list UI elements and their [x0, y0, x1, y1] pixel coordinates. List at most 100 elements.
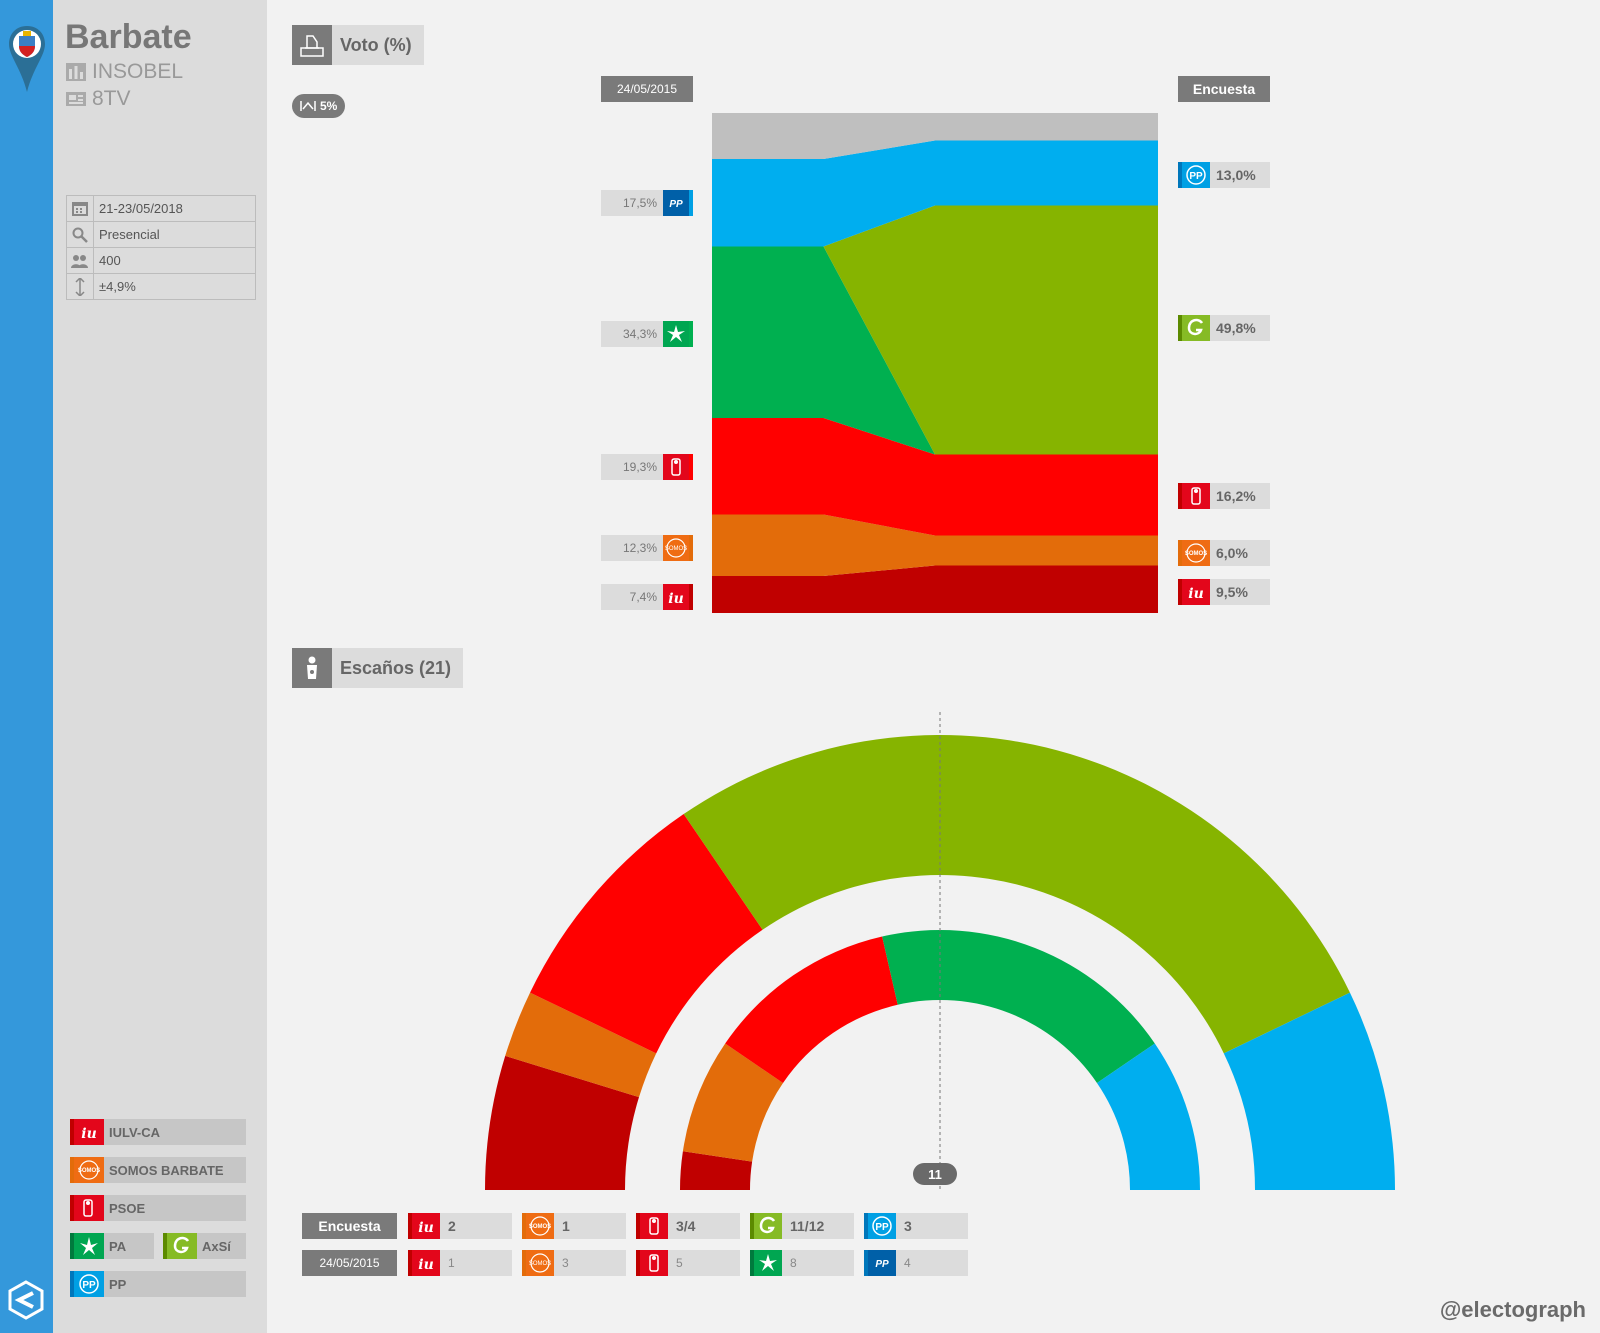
- seat-cell-iu: iu 2: [408, 1213, 512, 1239]
- svg-text:PP: PP: [82, 1280, 96, 1291]
- left-value-pa: 34,3%: [622, 327, 657, 341]
- right-value-pp: 13,0%: [1216, 167, 1256, 183]
- seat-cell-pa: 8: [750, 1250, 854, 1276]
- legend-label: PA: [109, 1238, 127, 1254]
- vote-section-header: Voto (%): [292, 25, 424, 65]
- svg-text:iu: iu: [418, 1257, 434, 1273]
- seat-cell-somos: SOMOS 3: [522, 1250, 626, 1276]
- legend-label: IULV-CA: [109, 1124, 161, 1140]
- meta-method-value: Presencial: [99, 227, 160, 242]
- people-icon: [71, 254, 88, 268]
- legend-item-psoe: PSOE: [70, 1195, 246, 1221]
- seat-value: 4: [904, 1256, 911, 1270]
- pa-logo-icon: [663, 321, 693, 347]
- psoe-logo-icon: [70, 1195, 104, 1221]
- seat-value: 3/4: [676, 1218, 696, 1234]
- iu-logo-icon: iu: [70, 1119, 104, 1145]
- somos-logo-icon: SOMOS: [663, 535, 693, 561]
- sidebar: [53, 0, 267, 1333]
- vote-stacked-area-chart: [712, 113, 1158, 613]
- iu-logo-icon: iu: [1178, 579, 1210, 605]
- somos-logo-icon: SOMOS: [1178, 540, 1210, 566]
- left-label-pp: 17,5% PP: [601, 190, 693, 216]
- left-label-iu: 7,4% iu: [601, 584, 693, 610]
- area-band-axsí: [712, 205, 1158, 455]
- pollster-line: INSOBEL: [66, 60, 183, 84]
- right-value-axsi: 49,8%: [1216, 320, 1256, 336]
- meta-method: Presencial: [67, 222, 255, 248]
- meta-dates: 21-23/05/2018: [67, 196, 255, 222]
- seat-value: 8: [790, 1256, 797, 1270]
- svg-text:iu: iu: [668, 591, 684, 607]
- seats-section-header: Escaños (21): [292, 648, 464, 688]
- threshold-badge: 5%: [292, 94, 346, 118]
- pp-logo-icon: PP: [1178, 162, 1210, 188]
- svg-text:SOMOS: SOMOS: [78, 1168, 100, 1174]
- svg-text:SOMOS: SOMOS: [665, 546, 687, 552]
- svg-text:PP: PP: [669, 199, 683, 210]
- seat-cell-pp: PP 4: [864, 1250, 968, 1276]
- seat-value: 1: [448, 1256, 455, 1270]
- seats-section-title: Escaños (21): [340, 657, 452, 678]
- pollster-icon: [66, 63, 86, 81]
- city-title: Barbate: [65, 18, 192, 56]
- right-label-psoe: 16,2%: [1178, 483, 1270, 509]
- somos-logo-icon: SOMOS: [70, 1157, 104, 1183]
- pp-logo-icon: PP: [663, 190, 693, 216]
- newspaper-icon: [66, 92, 86, 106]
- seats-row-encuesta-label: Encuesta: [302, 1213, 397, 1239]
- seat-value: 1: [562, 1218, 570, 1234]
- legend-label: PSOE: [109, 1200, 146, 1216]
- legend-item-iu: iu IULV-CA: [70, 1119, 246, 1145]
- area-band-pa: [712, 246, 1158, 455]
- seat-value: 3: [562, 1256, 569, 1270]
- pp-logo-icon: PP: [864, 1250, 896, 1276]
- right-survey-badge: Encuesta: [1178, 76, 1270, 102]
- right-label-somos: SOMOS 6,0%: [1178, 540, 1270, 566]
- ballot-box-icon: [300, 35, 324, 57]
- svg-text:PP: PP: [1189, 171, 1203, 182]
- legend-item-pp: PP PP: [70, 1271, 246, 1297]
- somos-logo-icon: SOMOS: [522, 1213, 554, 1239]
- search-icon: [72, 227, 88, 243]
- right-label-axsi: 49,8%: [1178, 315, 1270, 341]
- outer-seat-arc-pp: [1223, 992, 1395, 1190]
- calendar-icon: [72, 201, 88, 216]
- svg-text:PP: PP: [875, 1222, 889, 1233]
- threshold-icon: [300, 101, 316, 111]
- seat-cell-iu: iu 1: [408, 1250, 512, 1276]
- left-date-badge: 24/05/2015: [601, 76, 693, 102]
- left-label-pa: 34,3%: [601, 321, 693, 347]
- area-band-others: [712, 113, 1158, 159]
- meta-sample: 400: [67, 248, 255, 274]
- location-pin-icon: [9, 26, 45, 92]
- seat-cell-pp: PP 3: [864, 1213, 968, 1239]
- meta-dates-value: 21-23/05/2018: [99, 201, 183, 216]
- area-band-psoe: [712, 418, 1158, 536]
- legend-label: PP: [109, 1276, 127, 1292]
- electograph-logo-icon: [8, 1280, 44, 1320]
- left-value-psoe: 19,3%: [622, 460, 657, 474]
- right-value-psoe: 16,2%: [1216, 488, 1256, 504]
- area-band-somos-barbate: [712, 514, 1158, 576]
- psoe-logo-icon: [663, 454, 693, 480]
- inner-seat-arc-psoe: [725, 936, 898, 1083]
- outer-seat-arc-psoe: [530, 814, 763, 1054]
- parliament-hemicycle-chart: [485, 712, 1395, 1190]
- legend-label: AxSí: [202, 1238, 231, 1254]
- svg-text:iu: iu: [1188, 586, 1204, 602]
- seat-person-icon: [307, 656, 317, 679]
- legend-label: SOMOS BARBATE: [109, 1162, 224, 1178]
- seat-value: 11/12: [790, 1218, 825, 1234]
- media-line: 8TV: [66, 87, 131, 111]
- svg-text:iu: iu: [418, 1220, 434, 1236]
- left-label-somos: 12,3% SOMOS: [601, 535, 693, 561]
- axsi-logo-icon: [163, 1233, 197, 1259]
- majority-badge: 11: [913, 1163, 957, 1185]
- seat-value: 3: [904, 1218, 912, 1234]
- pa-logo-icon: [70, 1233, 104, 1259]
- seat-cell-psoe: 3/4: [636, 1213, 740, 1239]
- svg-text:SOMOS: SOMOS: [529, 1224, 551, 1230]
- meta-error-value: ±4,9%: [99, 279, 136, 294]
- right-value-iu: 9,5%: [1216, 584, 1248, 600]
